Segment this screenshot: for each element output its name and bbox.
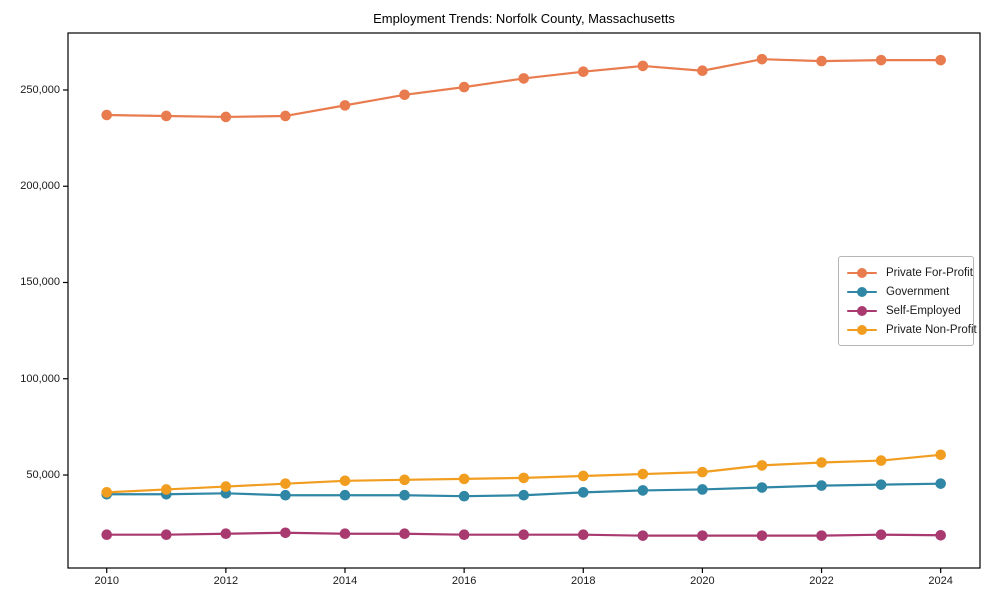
x-tick-label: 2012 <box>213 575 239 587</box>
data-point-self-employed <box>816 530 827 541</box>
data-point-private-for-profit <box>399 89 410 101</box>
data-point-private-for-profit <box>220 111 232 123</box>
data-point-government <box>756 482 768 493</box>
data-point-private-non-profit <box>518 472 530 484</box>
x-tick-label: 2014 <box>332 575 358 587</box>
legend-label: Government <box>886 285 950 298</box>
y-tick-label: 200,000 <box>20 180 60 193</box>
data-point-self-employed <box>160 529 172 540</box>
legend-line-sample <box>847 324 877 336</box>
legend-item-government: Government <box>847 282 965 301</box>
series-line-private-for-profit <box>106 58 941 119</box>
y-tick-label: 250,000 <box>20 83 60 96</box>
x-tick-label: 2016 <box>451 575 477 587</box>
data-point-self-employed <box>280 527 291 539</box>
x-tick-label: 2010 <box>94 575 119 587</box>
x-tick-label: 2020 <box>690 575 715 587</box>
legend-label: Private For-Profit <box>886 266 973 279</box>
data-point-private-for-profit <box>160 110 172 122</box>
data-point-private-non-profit <box>220 481 232 492</box>
data-point-private-non-profit <box>339 475 351 487</box>
data-point-government <box>935 478 946 489</box>
data-point-private-non-profit <box>875 455 887 466</box>
data-point-government <box>399 489 410 501</box>
legend-line-sample <box>847 286 877 298</box>
chart-title: Employment Trends: Norfolk County, Massa… <box>373 11 675 26</box>
data-point-private-non-profit <box>577 470 589 482</box>
data-point-private-non-profit <box>399 474 410 486</box>
legend-line-sample <box>847 267 877 279</box>
data-point-private-for-profit <box>518 73 530 84</box>
data-point-private-for-profit <box>637 60 649 72</box>
data-point-private-non-profit <box>756 460 768 471</box>
data-point-government <box>697 484 708 495</box>
legend-item-private-for-profit: Private For-Profit <box>847 263 973 282</box>
data-point-self-employed <box>220 528 232 540</box>
data-point-private-for-profit <box>577 66 589 77</box>
data-point-private-for-profit <box>816 55 827 67</box>
data-point-self-employed <box>399 528 410 540</box>
legend-label: Self-Employed <box>886 304 961 317</box>
legend-label: Private Non-Profit <box>886 323 977 336</box>
data-point-private-for-profit <box>280 110 291 122</box>
data-point-government <box>637 485 649 496</box>
data-point-self-employed <box>518 529 530 540</box>
data-point-self-employed <box>935 529 946 541</box>
data-point-private-for-profit <box>339 100 351 111</box>
data-point-self-employed <box>339 528 351 540</box>
data-point-private-non-profit <box>280 478 291 489</box>
x-tick-label: 2022 <box>809 575 834 587</box>
data-point-private-non-profit <box>697 466 708 478</box>
data-point-government <box>458 490 470 502</box>
data-point-private-for-profit <box>697 65 708 77</box>
y-tick-label: 50,000 <box>26 469 60 481</box>
data-point-private-non-profit <box>816 457 827 468</box>
data-point-private-for-profit <box>101 109 113 121</box>
plot-border <box>67 32 981 569</box>
data-point-self-employed <box>875 529 887 540</box>
legend-line-sample <box>847 305 877 317</box>
data-point-self-employed <box>101 529 113 540</box>
legend-item-private-non-profit: Private Non-Profit <box>847 320 977 339</box>
legend: Private For-Profit Government Self-Employe… <box>838 256 977 346</box>
data-point-private-non-profit <box>935 449 946 461</box>
data-point-self-employed <box>637 530 649 541</box>
y-tick-label: 100,000 <box>20 372 60 385</box>
y-tick-label: 150,000 <box>20 276 60 289</box>
x-tick-label: 2024 <box>928 575 953 587</box>
data-point-self-employed <box>756 530 768 541</box>
data-point-government <box>816 480 827 491</box>
data-point-self-employed <box>458 529 470 540</box>
data-point-government <box>577 487 589 498</box>
data-point-private-non-profit <box>458 473 470 485</box>
data-point-private-non-profit <box>637 468 649 480</box>
x-tick-label: 2018 <box>571 575 596 587</box>
data-point-government <box>339 489 351 501</box>
data-point-private-for-profit <box>875 54 887 66</box>
data-point-government <box>518 489 530 501</box>
legend-item-self-employed: Self-Employed <box>847 301 965 320</box>
data-point-private-non-profit <box>101 487 113 498</box>
data-point-government <box>875 479 887 490</box>
data-point-self-employed <box>577 529 589 540</box>
data-point-private-for-profit <box>458 81 470 93</box>
data-point-self-employed <box>697 530 708 541</box>
data-point-government <box>280 489 291 501</box>
data-point-private-non-profit <box>160 484 172 495</box>
data-point-private-for-profit <box>756 53 768 65</box>
data-point-private-for-profit <box>935 54 946 66</box>
